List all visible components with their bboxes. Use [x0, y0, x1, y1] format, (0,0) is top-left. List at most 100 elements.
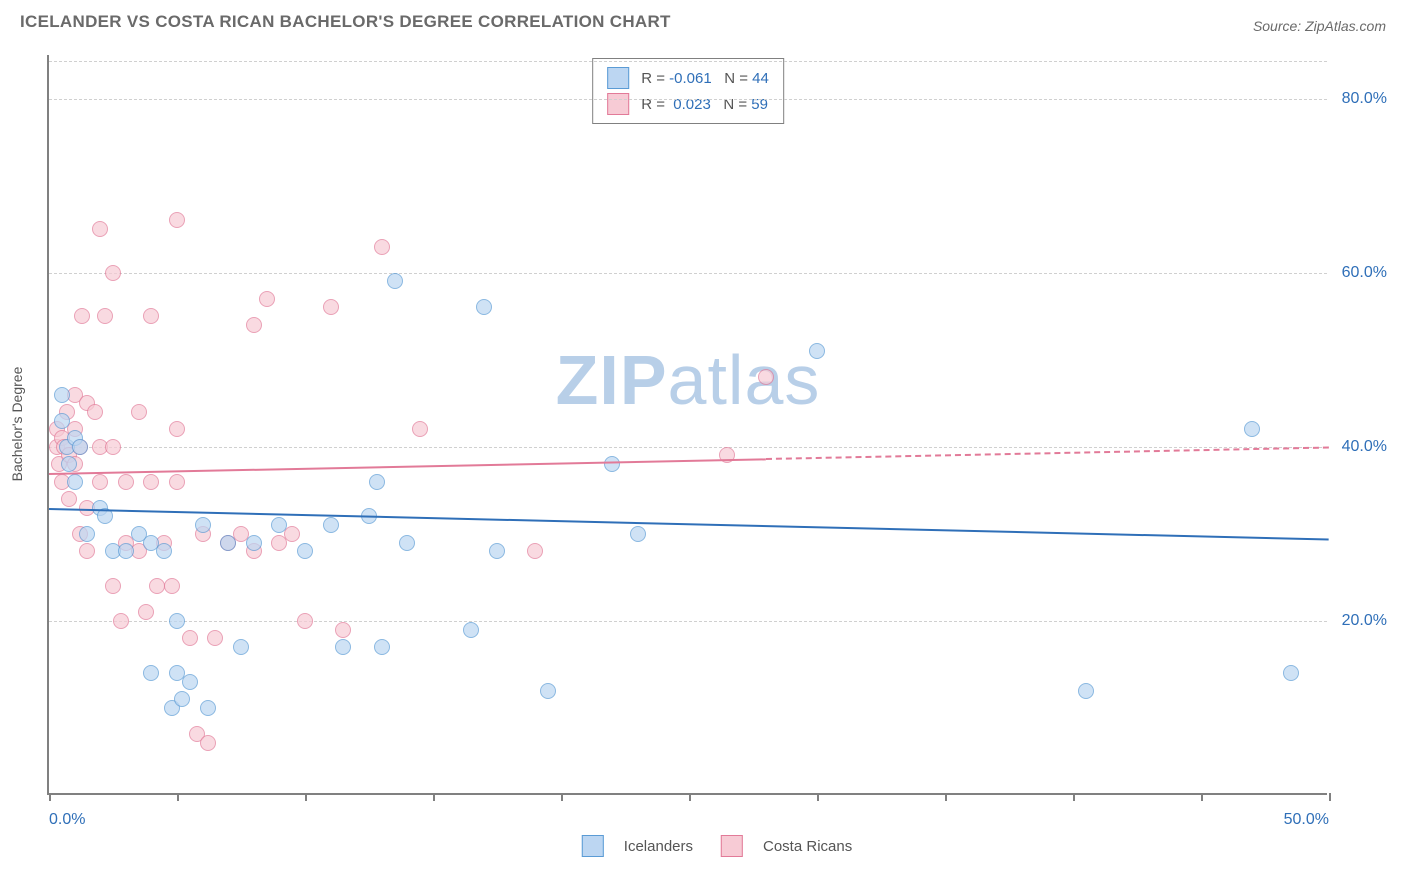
data-point [323, 299, 339, 315]
icelanders-swatch [607, 67, 629, 89]
data-point [297, 613, 313, 629]
data-point [61, 491, 77, 507]
data-point [463, 622, 479, 638]
gridline [49, 99, 1327, 100]
data-point [758, 369, 774, 385]
data-point [169, 613, 185, 629]
data-point [233, 639, 249, 655]
data-point [67, 474, 83, 490]
trend-line [49, 458, 766, 475]
data-point [79, 543, 95, 559]
data-point [174, 691, 190, 707]
data-point [200, 700, 216, 716]
data-point [412, 421, 428, 437]
data-point [335, 622, 351, 638]
costaricans-swatch [607, 93, 629, 115]
data-point [87, 404, 103, 420]
data-point [92, 221, 108, 237]
icelanders-swatch-icon [582, 835, 604, 857]
data-point [149, 578, 165, 594]
data-point [74, 308, 90, 324]
data-point [374, 239, 390, 255]
x-tick [1329, 793, 1331, 801]
data-point [369, 474, 385, 490]
data-point [200, 735, 216, 751]
data-point [540, 683, 556, 699]
x-tick [817, 793, 819, 801]
watermark: ZIPatlas [556, 340, 821, 420]
data-point [220, 535, 236, 551]
x-tick [561, 793, 563, 801]
x-tick [689, 793, 691, 801]
correlation-legend: R = -0.061 N = 44 R = 0.023 N = 59 [592, 58, 784, 124]
x-tick [1201, 793, 1203, 801]
data-point [143, 474, 159, 490]
data-point [604, 456, 620, 472]
data-point [143, 308, 159, 324]
data-point [259, 291, 275, 307]
legend-item-icelanders: Icelanders [582, 835, 693, 857]
x-tick [305, 793, 307, 801]
legend-item-costaricans: Costa Ricans [721, 835, 852, 857]
gridline [49, 273, 1327, 274]
data-point [105, 265, 121, 281]
data-point [195, 517, 211, 533]
data-point [97, 308, 113, 324]
y-tick-label: 60.0% [1342, 264, 1387, 282]
data-point [169, 212, 185, 228]
gridline [49, 621, 1327, 622]
data-point [156, 543, 172, 559]
data-point [169, 474, 185, 490]
data-point [72, 439, 88, 455]
data-point [246, 535, 262, 551]
y-tick-label: 40.0% [1342, 438, 1387, 456]
data-point [131, 404, 147, 420]
data-point [79, 526, 95, 542]
data-point [374, 639, 390, 655]
x-tick-label: 50.0% [1284, 811, 1329, 829]
legend-row-icelanders: R = -0.061 N = 44 [607, 65, 769, 91]
data-point [271, 517, 287, 533]
legend-row-costaricans: R = 0.023 N = 59 [607, 91, 769, 117]
data-point [164, 578, 180, 594]
plot-area: Bachelor's Degree ZIPatlas R = -0.061 N … [47, 55, 1327, 795]
series-legend: Icelanders Costa Ricans [582, 835, 852, 857]
data-point [182, 674, 198, 690]
data-point [113, 613, 129, 629]
data-point [118, 474, 134, 490]
trend-line [766, 447, 1329, 460]
chart-container: Bachelor's Degree ZIPatlas R = -0.061 N … [47, 55, 1387, 815]
data-point [1244, 421, 1260, 437]
x-tick [945, 793, 947, 801]
x-tick [49, 793, 51, 801]
data-point [169, 421, 185, 437]
data-point [399, 535, 415, 551]
data-point [489, 543, 505, 559]
data-point [61, 456, 77, 472]
y-tick-label: 20.0% [1342, 612, 1387, 630]
x-tick [433, 793, 435, 801]
data-point [335, 639, 351, 655]
data-point [476, 299, 492, 315]
data-point [105, 439, 121, 455]
data-point [527, 543, 543, 559]
data-point [387, 273, 403, 289]
data-point [297, 543, 313, 559]
data-point [246, 317, 262, 333]
data-point [138, 604, 154, 620]
data-point [118, 543, 134, 559]
data-point [809, 343, 825, 359]
data-point [54, 413, 70, 429]
y-axis-title: Bachelor's Degree [9, 367, 25, 482]
data-point [1078, 683, 1094, 699]
x-tick [1073, 793, 1075, 801]
x-tick [177, 793, 179, 801]
data-point [143, 665, 159, 681]
data-point [54, 387, 70, 403]
data-point [207, 630, 223, 646]
data-point [92, 474, 108, 490]
costaricans-swatch-icon [721, 835, 743, 857]
gridline [49, 447, 1327, 448]
x-tick-label: 0.0% [49, 811, 85, 829]
chart-title: ICELANDER VS COSTA RICAN BACHELOR'S DEGR… [20, 12, 671, 32]
